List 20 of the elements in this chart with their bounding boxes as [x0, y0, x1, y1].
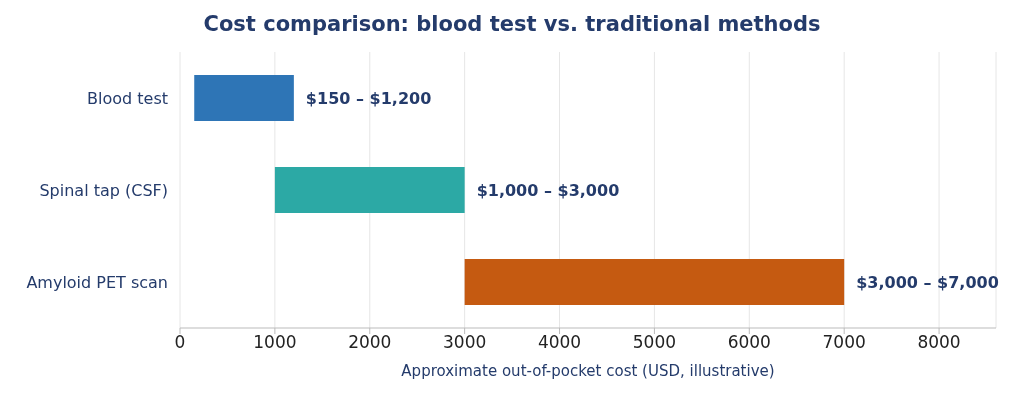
bar — [194, 75, 294, 121]
x-tick-label: 4000 — [537, 332, 582, 353]
x-tick-label: 1000 — [253, 332, 297, 353]
x-tick-label: 2000 — [348, 332, 392, 353]
x-axis-title: Approximate out-of-pocket cost (USD, illustrative) — [401, 362, 775, 380]
y-tick-label: Amyloid PET scan — [26, 272, 168, 292]
bar — [464, 259, 845, 305]
y-tick-label: Blood test — [87, 88, 168, 108]
x-tick-label: 6000 — [727, 332, 771, 353]
x-tick-label: 5000 — [632, 332, 677, 353]
x-tick-label: 0 — [174, 332, 186, 353]
annotation: $3,000 – $7,000 — [856, 272, 999, 292]
x-tick-label: 8000 — [917, 332, 961, 353]
chart-title: Cost comparison: blood test vs. traditional methods — [202, 12, 822, 36]
annotation: $150 – $1,200 — [305, 88, 432, 108]
annotation: $1,000 – $3,000 — [476, 180, 620, 200]
x-tick-label: 3000 — [443, 332, 487, 353]
bar — [274, 167, 465, 213]
y-tick-label: Spinal tap (CSF) — [39, 180, 168, 200]
x-tick-label: 7000 — [822, 332, 866, 353]
